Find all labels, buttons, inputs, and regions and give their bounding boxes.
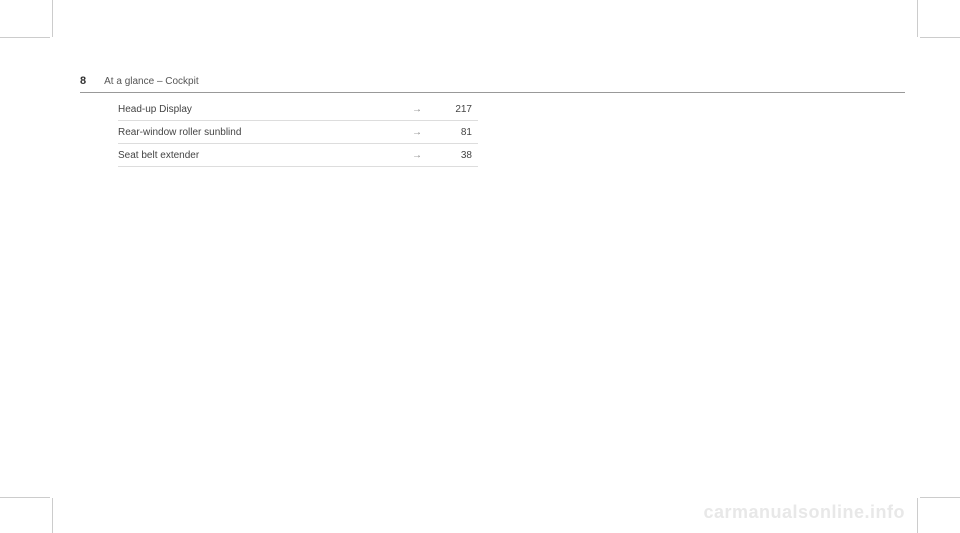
arrow-icon: →: [412, 150, 442, 161]
entry-page: 217: [442, 104, 478, 115]
crop-mark: [52, 498, 53, 533]
index-row: Seat belt extender → 38: [118, 144, 478, 167]
entry-page: 81: [442, 127, 478, 138]
index-list: Head-up Display → 217 Rear-window roller…: [118, 98, 478, 167]
crop-mark: [920, 37, 960, 38]
index-row: Rear-window roller sunblind → 81: [118, 121, 478, 144]
arrow-icon: →: [412, 127, 442, 138]
entry-label: Head-up Display: [118, 104, 412, 115]
section-title: At a glance – Cockpit: [104, 76, 199, 87]
page-header: 8 At a glance – Cockpit: [80, 75, 905, 93]
watermark: carmanualsonline.info: [703, 502, 905, 523]
entry-label: Rear-window roller sunblind: [118, 127, 412, 138]
crop-mark: [917, 498, 918, 533]
index-row: Head-up Display → 217: [118, 98, 478, 121]
entry-page: 38: [442, 150, 478, 161]
page-number: 8: [80, 75, 86, 87]
crop-mark: [0, 37, 50, 38]
entry-label: Seat belt extender: [118, 150, 412, 161]
crop-mark: [920, 497, 960, 498]
crop-mark: [52, 0, 53, 37]
crop-mark: [917, 0, 918, 37]
crop-mark: [0, 497, 50, 498]
arrow-icon: →: [412, 104, 442, 115]
